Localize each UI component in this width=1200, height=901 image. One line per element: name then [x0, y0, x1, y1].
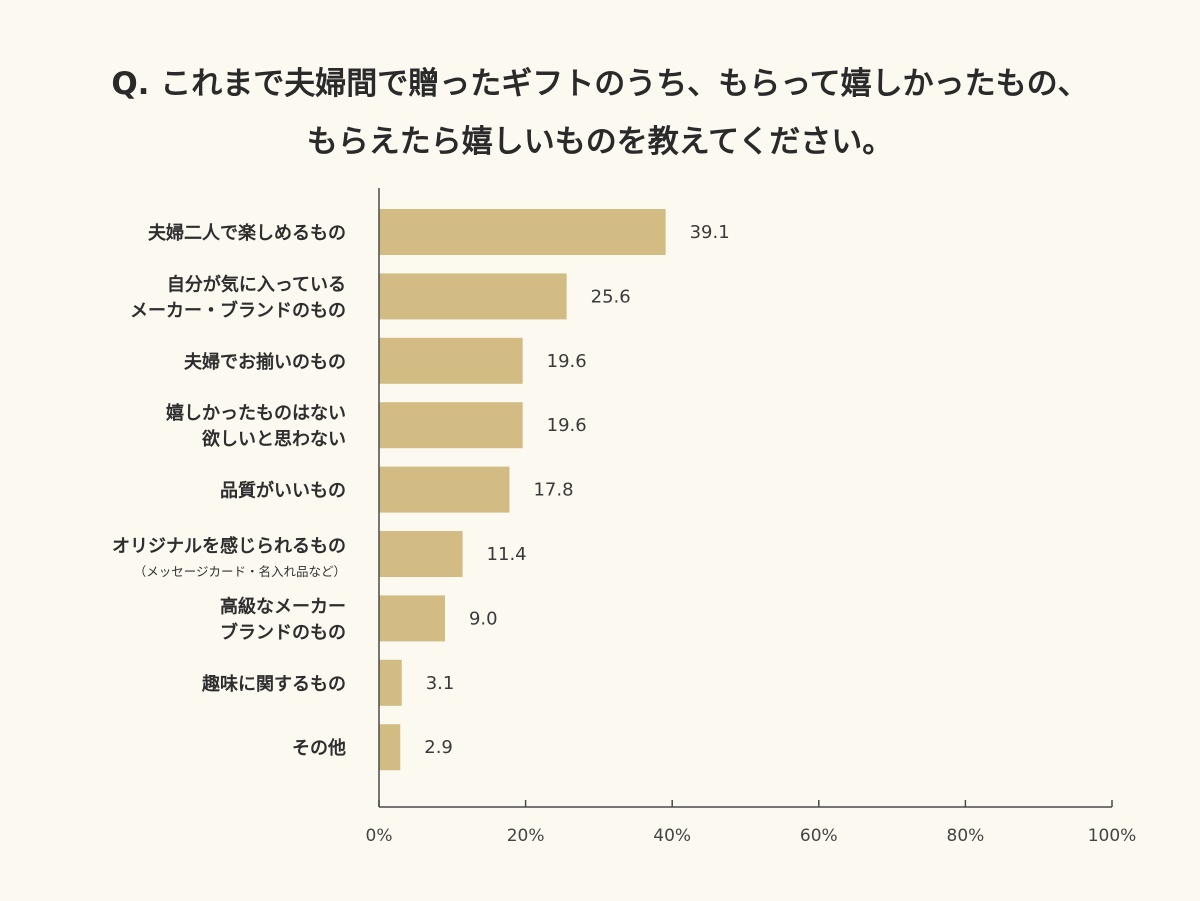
value-label-0: 39.1 [690, 222, 730, 243]
value-label-1: 25.6 [591, 286, 631, 307]
value-label-8: 2.9 [424, 737, 453, 758]
category-label-1-line2: メーカー・ブランドのもの [130, 299, 346, 321]
bar-7 [379, 659, 402, 706]
bar-5 [379, 531, 463, 577]
x-tick-label-1: 20% [507, 826, 545, 846]
bar-0 [379, 209, 666, 255]
category-label-5: オリジナルを感じられるもの [112, 535, 346, 557]
value-label-4: 17.8 [533, 480, 573, 501]
category-label-3-line2: 欲しいと思わない [201, 428, 346, 450]
bar-3 [379, 402, 523, 449]
x-tick-label-3: 60% [800, 826, 838, 846]
category-label-7: 趣味に関するもの [201, 674, 346, 695]
category-label-3: 嬉しかったものはない [166, 402, 346, 424]
category-sublabel-5: （メッセージカード・名入れ品など） [134, 564, 346, 579]
category-label-6: 高級なメーカー [220, 595, 346, 617]
x-tick-label-4: 80% [947, 826, 985, 846]
bar-8 [379, 724, 401, 771]
value-label-2: 19.6 [547, 351, 587, 372]
value-label-5: 11.4 [487, 544, 527, 565]
x-tick-label-5: 100% [1088, 826, 1137, 846]
category-label-8: その他 [292, 737, 346, 759]
category-label-0: 夫婦二人で楽しめるもの [148, 222, 346, 244]
x-tick-label-2: 40% [653, 826, 691, 846]
bar-4 [379, 466, 510, 513]
bar-2 [379, 337, 523, 384]
bar-1 [379, 273, 567, 320]
bar-6 [379, 595, 445, 642]
category-label-2: 夫婦でお揃いのもの [184, 351, 346, 373]
category-label-4: 品質がいいもの [220, 480, 346, 502]
x-tick-label-0: 0% [366, 826, 393, 846]
category-label-1: 自分が気に入っている [167, 273, 346, 295]
value-label-7: 3.1 [426, 673, 455, 694]
chart-title-line-1: Q. これまで夫婦間で贈ったギフトのうち、もらって嬉しかったもの、 [111, 66, 1089, 102]
category-label-6-line2: ブランドのもの [220, 621, 346, 643]
chart-title-line-2: もらえたら嬉しいものを教えてください。 [306, 124, 894, 160]
value-label-6: 9.0 [469, 608, 498, 629]
value-label-3: 19.6 [547, 415, 587, 436]
